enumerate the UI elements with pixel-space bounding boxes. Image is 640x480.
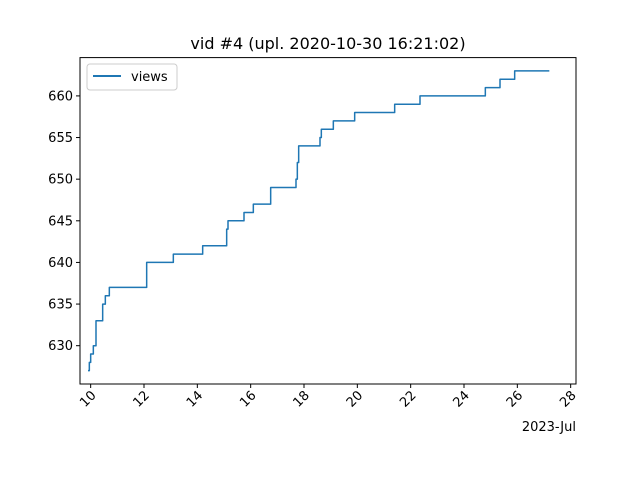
x-axis-offset-label: 2023-Jul [522,420,576,435]
series-line-views [88,70,550,372]
plot-area [88,70,550,372]
y-tick-label: 630 [48,339,73,354]
chart-title: vid #4 (upl. 2020-10-30 16:21:02) [190,34,465,53]
y-tick-label: 660 [48,89,73,104]
x-tick-label: 12 [131,388,153,410]
x-tick-label: 28 [557,388,579,410]
x-tick-label: 22 [397,388,419,410]
plot-frame [79,57,577,385]
x-tick-label: 18 [291,388,313,410]
legend-box [86,63,178,91]
x-tick-label: 10 [77,388,99,410]
x-tick-label: 20 [344,388,366,410]
y-tick-label: 655 [48,131,73,146]
y-axis: 630 635 640 645 650 655 660 [48,89,80,354]
y-tick-label: 645 [48,214,73,229]
x-tick-label: 24 [451,388,473,410]
legend: views [86,63,178,91]
x-tick-label: 26 [504,388,526,410]
y-tick-label: 650 [48,173,73,188]
legend-label-views: views [131,70,168,85]
y-tick-label: 640 [48,256,73,271]
x-tick-label: 14 [184,388,206,410]
x-tick-label: 16 [237,388,259,410]
x-axis: 10 12 14 16 18 20 22 24 26 28 [77,384,579,411]
y-tick-label: 635 [48,298,73,313]
